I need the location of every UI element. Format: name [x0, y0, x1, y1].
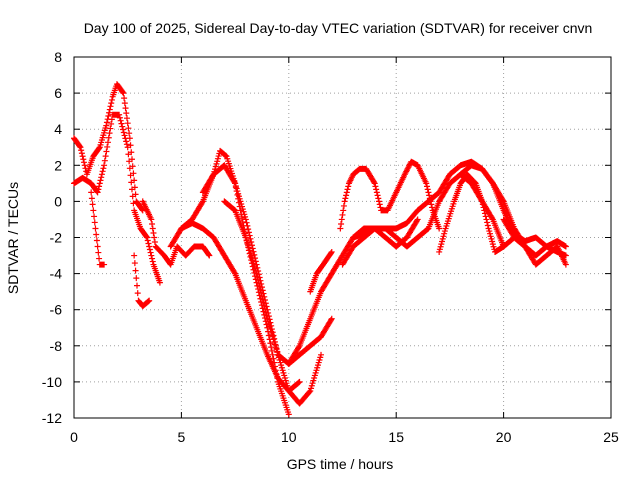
series-arc1	[71, 81, 146, 214]
series-arc9	[221, 198, 335, 367]
y-tick-label: 0	[54, 193, 62, 209]
x-tick-label: 10	[281, 429, 297, 445]
point-markers	[199, 162, 325, 407]
point-markers	[139, 198, 213, 268]
point-markers	[131, 252, 153, 310]
series-arc12	[337, 158, 443, 232]
point-markers	[337, 158, 443, 232]
point-markers	[88, 189, 108, 268]
data-points	[71, 81, 569, 418]
series-arc8	[199, 162, 325, 407]
y-tick-label: -8	[50, 338, 63, 354]
series-arc6	[167, 147, 292, 418]
y-tick-label: 8	[54, 49, 62, 65]
y-tick-label: 4	[54, 121, 62, 137]
series-arc5	[139, 198, 213, 268]
chart-title: Day 100 of 2025, Sidereal Day-to-day VTE…	[84, 20, 593, 36]
x-tick-label: 25	[603, 429, 619, 445]
y-tick-label: 2	[54, 157, 62, 173]
y-tick-label: -12	[42, 410, 62, 426]
series-arc3	[88, 189, 108, 268]
point-markers	[71, 111, 163, 286]
point-markers	[339, 171, 507, 268]
y-axis-label: SDTVAR / TECUs	[5, 182, 21, 294]
series-arc13	[339, 171, 507, 268]
x-tick-label: 5	[178, 429, 186, 445]
y-tick-label: -4	[50, 266, 63, 282]
y-tick-label: 6	[54, 85, 62, 101]
x-tick-label: 20	[496, 429, 512, 445]
point-markers	[307, 248, 335, 295]
series-arc4	[131, 252, 153, 310]
x-axis: 0 5 10 15 20 25	[70, 57, 619, 445]
y-axis: 8 6 4 2 0 -2 -4 -6 -8 -10 -12	[42, 49, 611, 426]
series-arc16	[457, 162, 569, 259]
x-tick-label: 15	[388, 429, 404, 445]
y-tick-label: -10	[42, 374, 62, 390]
point-markers	[500, 216, 569, 259]
x-tick-label: 0	[70, 429, 78, 445]
x-axis-label: GPS time / hours	[287, 456, 394, 472]
point-markers	[221, 198, 335, 367]
series-arc17	[500, 216, 569, 259]
y-tick-label: -2	[50, 230, 63, 246]
point-markers	[167, 147, 292, 418]
point-markers	[457, 162, 569, 259]
series-arc2	[71, 111, 163, 286]
y-tick-label: -6	[50, 302, 63, 318]
point-markers	[71, 81, 146, 214]
series-arc11	[307, 248, 335, 295]
